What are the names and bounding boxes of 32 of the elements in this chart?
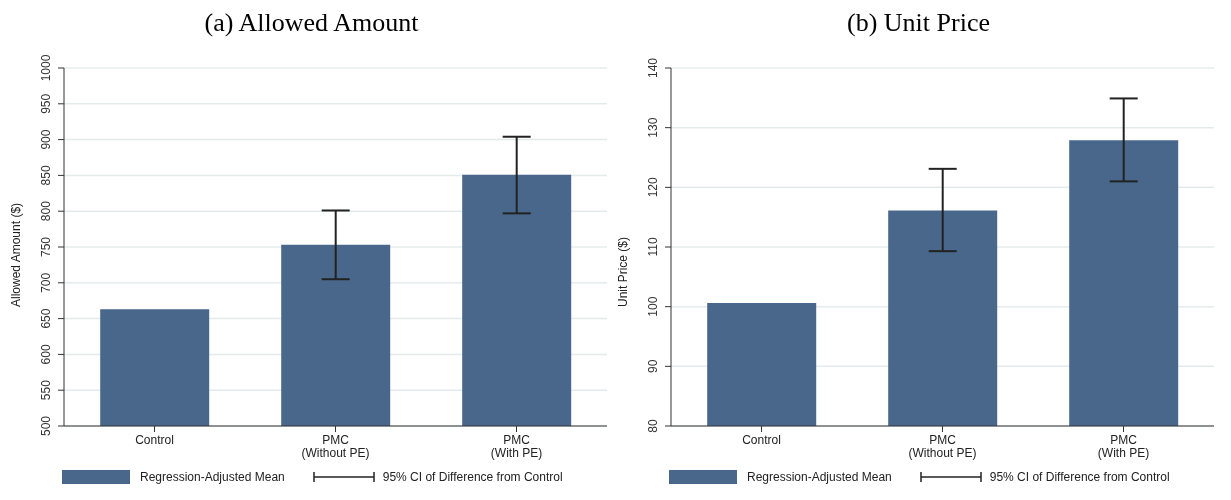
x-tick-label: Control	[742, 433, 781, 447]
text: 95% CI of Difference from Control	[382, 470, 563, 484]
y-tick-label: 550	[39, 379, 53, 401]
y-tick-label: 800	[39, 200, 53, 222]
text: 95% CI of Difference from Control	[989, 470, 1170, 484]
x-tick-label: Control	[135, 433, 174, 447]
y-tick-label: 850	[39, 165, 53, 186]
y-tick-label: 100	[646, 296, 660, 317]
text: Regression-Adjusted Mean	[140, 470, 285, 484]
y-tick-label: 130	[646, 117, 660, 138]
y-tick-label: 110	[646, 237, 660, 257]
y-tick-label: 600	[39, 344, 53, 365]
x-tick-label: PMC (Without PE)	[908, 433, 977, 460]
y-tick-label: 90	[646, 359, 660, 374]
y-tick-label: 140	[646, 57, 660, 79]
y-tick-label: 120	[646, 177, 660, 198]
y-tick-label: 900	[39, 129, 53, 150]
x-tick-label: PMC (With PE)	[490, 433, 543, 460]
y-tick-label: 80	[646, 419, 660, 433]
y-tick-label: 950	[39, 93, 53, 114]
chart-title: (a) Allowed Amount	[203, 8, 420, 39]
x-tick-label: PMC (Without PE)	[301, 433, 370, 460]
y-tick-label: 750	[39, 236, 53, 258]
y-tick-label: 650	[39, 308, 53, 329]
text: Regression-Adjusted Mean	[747, 470, 892, 484]
y-axis-title: Unit Price ($)	[616, 236, 631, 307]
y-tick-label: 700	[39, 272, 53, 293]
y-tick-label: 500	[39, 415, 53, 437]
chart-title: (b) Unit Price	[846, 8, 991, 39]
x-tick-label: PMC (With PE)	[1097, 433, 1150, 460]
y-axis-title: Allowed Amount ($)	[9, 202, 24, 307]
y-tick-label: 1000	[39, 54, 53, 82]
